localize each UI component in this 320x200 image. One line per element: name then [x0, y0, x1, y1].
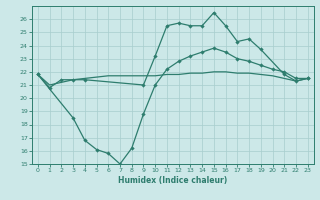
- X-axis label: Humidex (Indice chaleur): Humidex (Indice chaleur): [118, 176, 228, 185]
